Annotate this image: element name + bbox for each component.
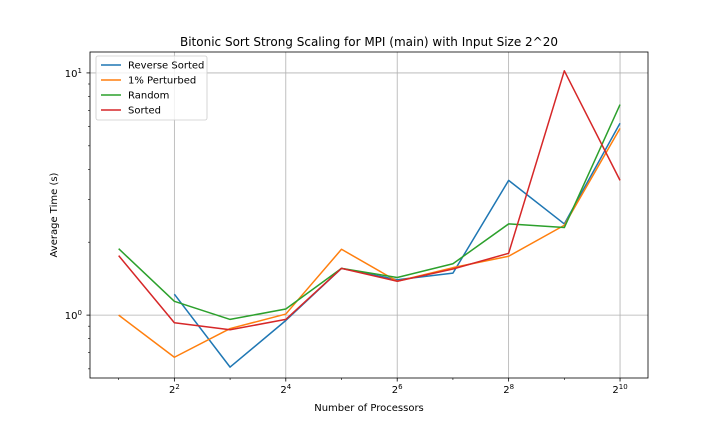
x-tick-label-base: 2 xyxy=(169,385,175,396)
x-tick-label: 210 xyxy=(612,383,627,396)
y-tick-label-base: 10 xyxy=(65,69,78,80)
series-line xyxy=(173,122,621,368)
series-line xyxy=(118,128,621,358)
chart-title: Bitonic Sort Strong Scaling for MPI (mai… xyxy=(180,35,558,49)
legend-label: 1% Perturbed xyxy=(128,76,196,87)
series-line xyxy=(118,104,621,321)
x-axis-label: Number of Processors xyxy=(314,403,424,414)
x-tick-label-exponent: 8 xyxy=(510,383,514,391)
y-tick-label-exponent: 0 xyxy=(78,309,82,317)
x-tick-label: 26 xyxy=(392,383,403,396)
x-tick-label-base: 2 xyxy=(503,385,509,396)
x-tick-label: 24 xyxy=(280,383,291,396)
legend: Reverse Sorted 1% Perturbed Random Sorted xyxy=(95,55,208,121)
legend-box xyxy=(95,55,208,121)
x-tick-label-exponent: 10 xyxy=(619,383,628,391)
y-tick-label-exponent: 1 xyxy=(78,67,82,75)
y-tick-label: 101 xyxy=(65,67,82,80)
plot-frame xyxy=(89,51,649,379)
y-axis-label: Average Time (s) xyxy=(49,172,60,257)
legend-label: Random xyxy=(128,91,169,102)
y-tick-label: 100 xyxy=(65,309,82,322)
series-line xyxy=(118,70,621,331)
x-tick-label-base: 2 xyxy=(612,385,618,396)
x-tick-label-exponent: 2 xyxy=(175,383,179,391)
x-tick-label: 28 xyxy=(503,383,514,396)
x-tick-label-base: 2 xyxy=(392,385,398,396)
x-tick-label-exponent: 4 xyxy=(287,383,292,391)
plot-lines xyxy=(118,70,621,368)
x-tick-label-base: 2 xyxy=(280,385,286,396)
x-tick-label-exponent: 6 xyxy=(398,383,403,391)
y-tick-label-base: 10 xyxy=(65,311,78,322)
x-tick-label: 22 xyxy=(169,383,180,396)
legend-label: Reverse Sorted xyxy=(128,61,204,72)
legend-label: Sorted xyxy=(128,106,161,117)
